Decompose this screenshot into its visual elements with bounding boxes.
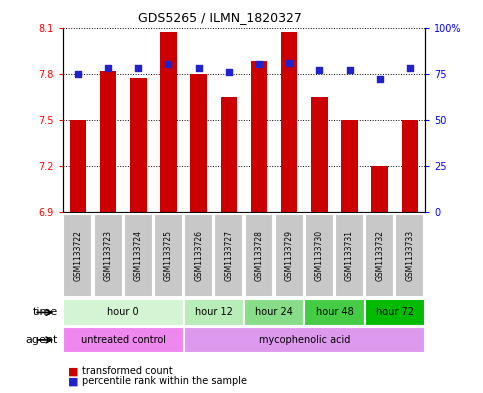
FancyBboxPatch shape [214,214,243,297]
Text: GSM1133729: GSM1133729 [284,230,294,281]
FancyBboxPatch shape [63,299,184,326]
Point [225,69,233,75]
Bar [402,120,418,212]
Text: hour 72: hour 72 [376,307,414,318]
FancyBboxPatch shape [365,299,425,326]
Bar [311,97,327,212]
Bar [190,73,207,212]
FancyBboxPatch shape [184,214,213,297]
Bar [221,97,237,212]
Bar [371,166,388,212]
Point [406,65,414,71]
Text: GSM1133727: GSM1133727 [224,230,233,281]
Text: GSM1133722: GSM1133722 [73,230,83,281]
FancyBboxPatch shape [184,299,244,326]
Text: GSM1133730: GSM1133730 [315,230,324,281]
Text: GDS5265 / ILMN_1820327: GDS5265 / ILMN_1820327 [138,11,302,24]
Bar [160,32,177,212]
Text: mycophenolic acid: mycophenolic acid [258,335,350,345]
Bar [70,120,86,212]
Text: GSM1133723: GSM1133723 [103,230,113,281]
Text: GSM1133726: GSM1133726 [194,230,203,281]
Bar [251,61,267,212]
FancyBboxPatch shape [305,214,334,297]
FancyBboxPatch shape [63,214,92,297]
Text: hour 48: hour 48 [315,307,354,318]
Point [376,76,384,83]
Text: hour 12: hour 12 [195,307,233,318]
Text: time: time [33,307,58,318]
Text: GSM1133725: GSM1133725 [164,230,173,281]
Point [104,65,112,71]
Text: untreated control: untreated control [81,335,166,345]
Text: percentile rank within the sample: percentile rank within the sample [82,376,247,386]
Text: hour 24: hour 24 [255,307,293,318]
Text: transformed count: transformed count [82,366,173,376]
Point [285,59,293,66]
Point [195,65,202,71]
FancyBboxPatch shape [184,327,425,353]
FancyBboxPatch shape [304,299,365,326]
FancyBboxPatch shape [335,214,364,297]
FancyBboxPatch shape [396,214,425,297]
Text: GSM1133724: GSM1133724 [134,230,143,281]
FancyBboxPatch shape [124,214,153,297]
Text: GSM1133732: GSM1133732 [375,230,384,281]
Text: agent: agent [26,335,58,345]
FancyBboxPatch shape [94,214,123,297]
Bar [130,78,146,212]
Point [134,65,142,71]
Bar [281,32,298,212]
FancyBboxPatch shape [244,299,304,326]
Text: GSM1133733: GSM1133733 [405,230,414,281]
FancyBboxPatch shape [365,214,394,297]
FancyBboxPatch shape [63,327,184,353]
Text: hour 0: hour 0 [107,307,139,318]
Text: ■: ■ [68,366,78,376]
Text: GSM1133731: GSM1133731 [345,230,354,281]
FancyBboxPatch shape [275,214,304,297]
FancyBboxPatch shape [154,214,183,297]
Text: ■: ■ [68,376,78,386]
Point [346,67,354,73]
Text: GSM1133728: GSM1133728 [255,230,264,281]
Point [74,70,82,77]
Bar [100,71,116,212]
Point [165,61,172,68]
Point [315,67,323,73]
Bar [341,120,358,212]
Point [255,61,263,68]
FancyBboxPatch shape [244,214,273,297]
